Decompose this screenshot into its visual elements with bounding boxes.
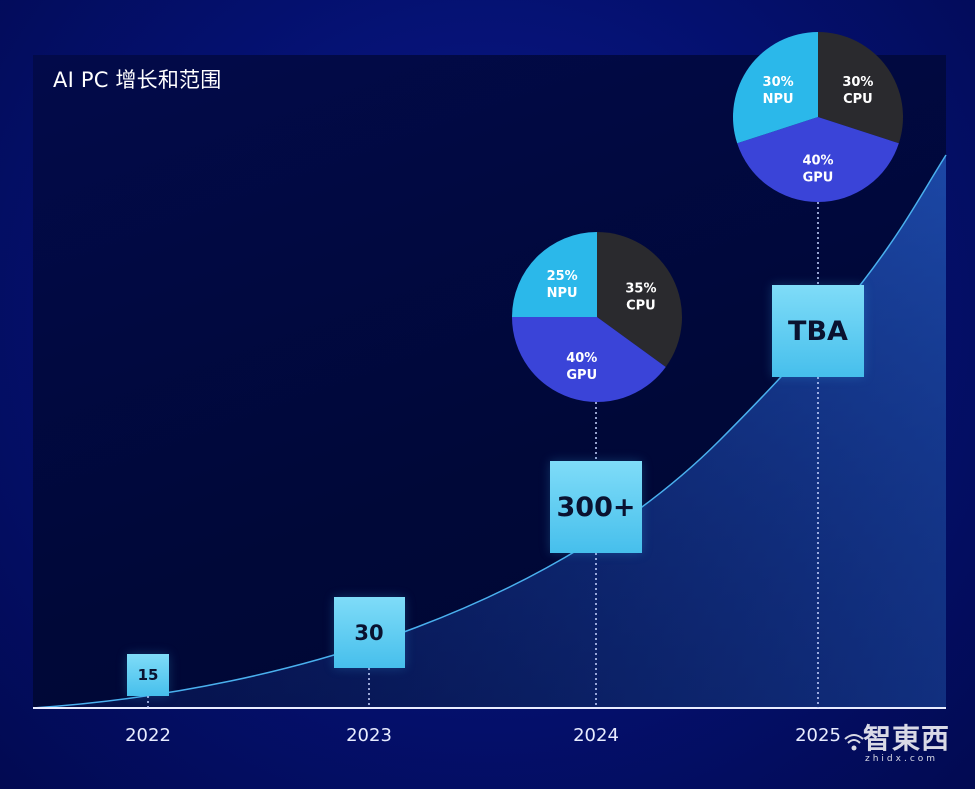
pie-2025: 30% CPU 40% GPU 30% NPU	[733, 32, 903, 202]
pie-percent-label: 30%	[763, 75, 794, 90]
pie-percent-label: 40%	[802, 153, 833, 168]
wifi-logo-icon	[844, 734, 864, 751]
pie-percent-label: 40%	[566, 351, 597, 366]
pie-percent-label: 25%	[547, 269, 578, 284]
watermark-sub: zhidx.com	[865, 754, 939, 764]
pie-slice-cpu	[597, 232, 682, 367]
pie-slice-npu	[512, 232, 597, 317]
x-tick-2025: 2025	[795, 725, 841, 746]
value-box-2023: 30	[333, 597, 405, 668]
growth-area-overlay	[33, 155, 946, 708]
chart-title: AI PC 增长和范围	[53, 68, 222, 92]
x-tick-2023: 2023	[346, 725, 392, 746]
pie-category-label: GPU	[803, 170, 834, 185]
value-box-2022: 15	[127, 654, 169, 696]
x-tick-2024: 2024	[573, 725, 619, 746]
pie-category-label: NPU	[763, 92, 794, 107]
pie-percent-label: 30%	[842, 75, 873, 90]
pie-percent-label: 35%	[625, 282, 656, 297]
pie-category-label: CPU	[626, 299, 656, 314]
value-box-2024: 300+	[550, 461, 642, 553]
pie-slice-cpu	[818, 32, 903, 144]
pie-slice-gpu	[511, 317, 666, 402]
pie-slice-npu	[733, 32, 818, 144]
x-tick-2022: 2022	[125, 725, 171, 746]
value-box-2025: TBA	[772, 285, 864, 377]
growth-curve	[32, 154, 947, 709]
pie-2024: 35% CPU 40% GPU 25% NPU	[511, 232, 682, 402]
watermark: 智東西 zhidx.com	[843, 724, 950, 764]
watermark-main: 智東西	[863, 722, 951, 755]
pie-category-label: GPU	[566, 368, 597, 383]
pie-slice-gpu	[737, 117, 899, 202]
pie-category-label: CPU	[843, 92, 873, 107]
pie-category-label: NPU	[547, 286, 578, 301]
